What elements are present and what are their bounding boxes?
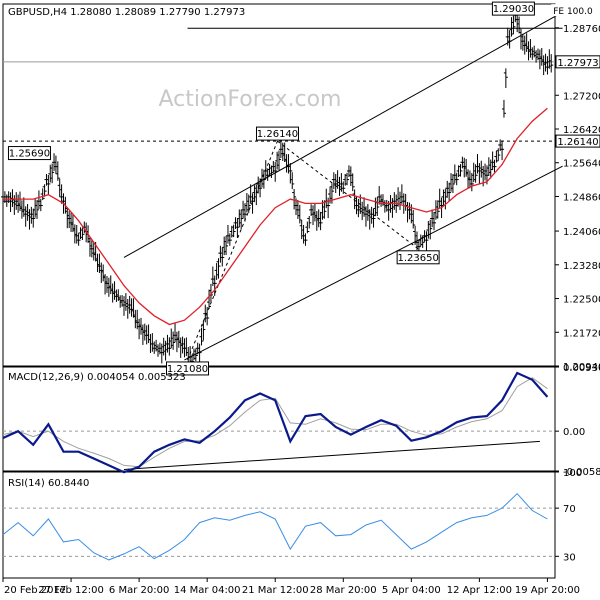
current-price-tag: 1.27973 [557, 58, 598, 69]
level-price-tag: 1.26140 [557, 137, 598, 148]
macd-signal-line [2, 377, 548, 468]
y-tick-label: 1.23280 [563, 261, 600, 272]
channel-lower-line [184, 165, 563, 361]
channel-upper-line [123, 11, 563, 258]
y-tick-label: 1.24060 [563, 227, 600, 238]
price-annotation-box [255, 126, 299, 141]
y-tick-label: 1.26420 [563, 125, 600, 136]
x-tick-label: 28 Mar 20:00 [310, 585, 377, 596]
price-annotation-label: 1.29030 [493, 4, 534, 15]
y-tick-label: 1.25640 [563, 159, 600, 170]
price-annotation-label: 1.21080 [167, 364, 208, 375]
price-annotation-box [396, 250, 440, 265]
x-tick-label: 14 Mar 04:00 [174, 585, 241, 596]
price-annotation-box [7, 146, 51, 161]
macd-line [2, 371, 549, 474]
fe-label: FE 100.0 [553, 7, 593, 17]
y-tick-label: 30 [563, 552, 576, 563]
y-tick-label: 1.24860 [563, 192, 600, 203]
price-bars [1, 2, 554, 367]
fe-label-bg [551, 4, 596, 17]
rsi-line [2, 492, 548, 561]
y-tick-label: 1.21720 [563, 328, 600, 339]
y-tick-label: 100 [563, 468, 582, 479]
x-tick-label: 5 Apr 04:00 [382, 585, 441, 596]
y-tick-label: 0.009367 [563, 363, 600, 374]
price-annotation-box [491, 1, 535, 16]
price-annotation-label: 1.23650 [397, 253, 438, 264]
y-tick-label: -0.005819 [563, 467, 600, 478]
x-tick-label: 12 Apr 12:00 [447, 585, 512, 596]
macd-panel-frame [2, 366, 556, 472]
current-price-tag-box [555, 55, 600, 69]
price-annotation-label: 1.26140 [257, 129, 298, 140]
macd-trendline [123, 440, 540, 470]
level-price-tag-box [555, 134, 600, 148]
price-panel-frame [2, 3, 556, 367]
price-annotation-label: 1.25690 [9, 149, 50, 160]
watermark: ActionForex.com [159, 87, 342, 112]
y-tick-label: 1.20940 [563, 362, 600, 373]
x-tick-label: 20 Feb 2017 [4, 585, 66, 596]
x-tick-label: 27 Feb 12:00 [38, 585, 104, 596]
y-tick-label: 0.00 [563, 427, 585, 438]
price-panel-title: GBPUSD,H4 1.28080 1.28089 1.27790 1.2797… [8, 7, 245, 18]
x-tick-label: 6 Mar 20:00 [109, 585, 169, 596]
y-tick-label: 1.28760 [563, 24, 600, 35]
rsi-panel-title: RSI(14) 60.8440 [8, 478, 89, 489]
moving-average-line [3, 107, 548, 326]
y-tick-label: 1.27200 [563, 91, 600, 102]
rsi-panel-frame [2, 471, 556, 579]
y-tick-label: 70 [563, 504, 576, 515]
macd-panel-title: MACD(12,26,9) 0.004054 0.005323 [8, 372, 186, 383]
x-tick-label: 19 Apr 20:00 [515, 585, 580, 596]
price-annotation-box [166, 361, 210, 376]
x-tick-label: 21 Mar 12:00 [242, 585, 309, 596]
y-tick-label: 1.22500 [563, 295, 600, 306]
